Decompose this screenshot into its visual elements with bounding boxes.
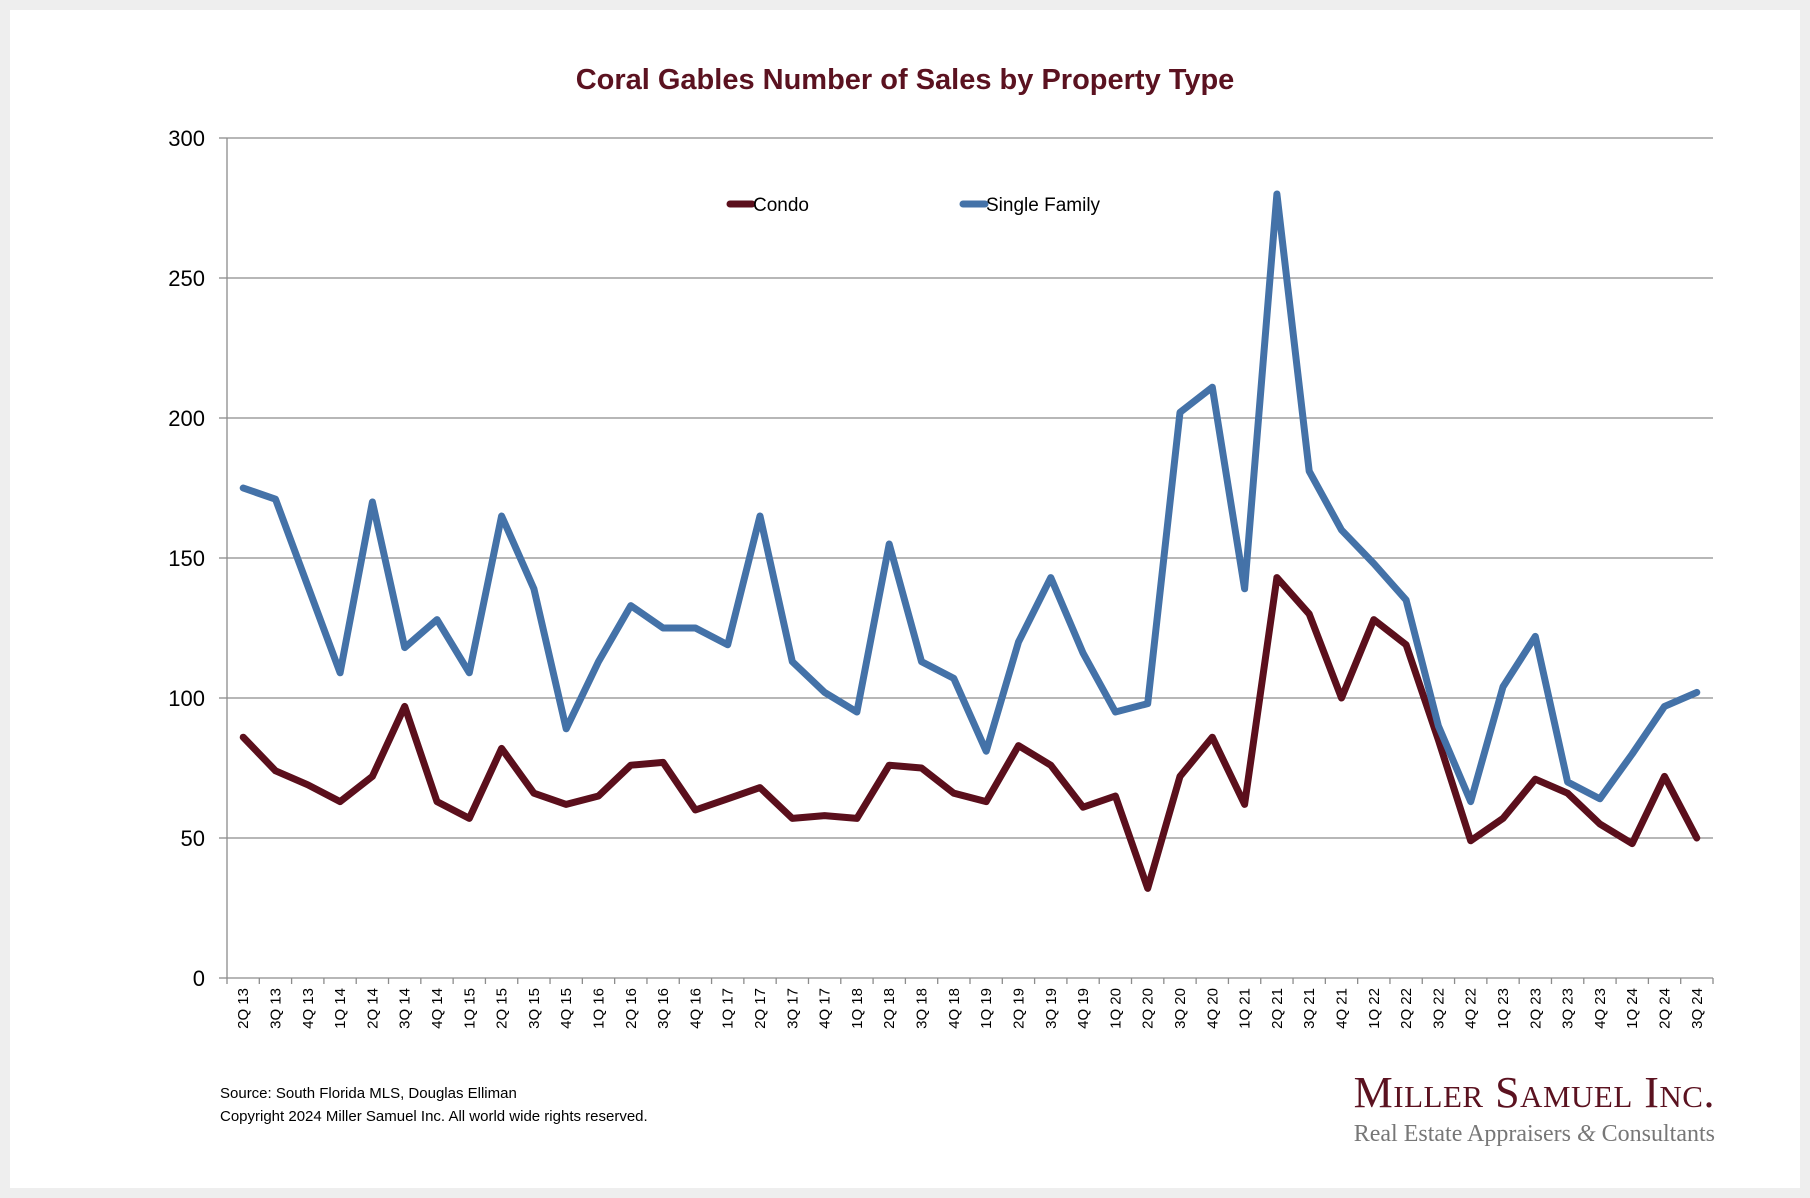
x-tick-label: 2Q 18 [881,988,898,1029]
legend: Condo Single Family [726,195,1101,216]
x-axis: 2Q 13 3Q 13 4Q 13 1Q 14 2Q 14 3Q 14 4Q 14 1Q 15… [226,138,1714,1029]
y-axis-ticks: 0 50 100 150 200 250 300 [168,126,227,991]
series-line-single-family [239,190,1701,806]
series-lines [239,190,1701,892]
x-tick-label: 1Q 21 [1237,988,1254,1029]
x-tick-label: 4Q 16 [687,988,704,1029]
x-tick-label: 2Q 16 [623,988,640,1029]
legend-label: Single Family [986,195,1101,216]
x-tick-label: 3Q 19 [1043,988,1060,1029]
logo-tagline: Real Estate Appraisers & Consultants [1354,1118,1715,1150]
x-tick-label: 1Q 14 [332,988,349,1029]
x-tick-label: 3Q 17 [784,988,801,1029]
x-tick-label: 2Q 24 [1657,988,1674,1029]
x-tick-label: 4Q 13 [300,988,317,1029]
x-tick-label: 2Q 17 [752,988,769,1029]
x-tick-label: 1Q 16 [591,988,608,1029]
tagline-part1: Real Estate Appraisers [1353,1121,1577,1147]
x-tick-label: 4Q 21 [1334,988,1351,1029]
x-tick-label: 2Q 15 [494,988,511,1029]
tagline-part2: Consultants [1595,1121,1715,1147]
x-tick-label: 1Q 15 [461,988,478,1029]
footer-note: Source: South Florida MLS, Douglas Ellim… [220,1082,648,1128]
x-tick-label: 2Q 20 [1140,988,1157,1029]
y-tick-label: 200 [168,406,205,431]
x-tick-label: 2Q 19 [1010,988,1027,1029]
x-tick-label: 3Q 23 [1560,988,1577,1029]
logo-name: Miller Samuel Inc. [1353,1068,1715,1117]
x-tick-label: 3Q 20 [1172,988,1189,1029]
x-tick-label: 4Q 23 [1592,988,1609,1029]
x-tick-label: 3Q 22 [1430,988,1447,1029]
x-tick-label: 2Q 22 [1398,988,1415,1029]
x-tick-label: 2Q 23 [1527,988,1544,1029]
y-tick-label: 300 [168,126,205,151]
x-tick-label: 4Q 20 [1204,988,1221,1029]
x-tick-label: 1Q 22 [1366,988,1383,1029]
x-tick-label: 4Q 19 [1075,988,1092,1029]
x-tick-label: 1Q 23 [1495,988,1512,1029]
x-tick-label: 4Q 18 [946,988,963,1029]
x-tick-label: 2Q 14 [364,988,381,1029]
company-logo: Miller Samuel Inc. Real Estate Appraiser… [1354,1068,1715,1150]
x-tick-label: 3Q 18 [914,988,931,1029]
legend-label: Condo [753,195,809,216]
y-tick-label: 0 [193,966,205,991]
x-tick-label: 4Q 14 [429,988,446,1029]
y-tick-label: 150 [168,546,205,571]
source-text: Source: South Florida MLS, Douglas Ellim… [220,1085,517,1102]
x-tick-label: 3Q 24 [1689,988,1706,1029]
gridlines [227,137,1713,839]
x-tick-label: 1Q 19 [978,988,995,1029]
x-tick-label: 3Q 14 [397,988,414,1029]
x-tick-label: 3Q 21 [1301,988,1318,1029]
x-tick-label: 1Q 18 [849,988,866,1029]
x-tick-label: 1Q 24 [1624,988,1641,1029]
x-tick-label: 3Q 13 [267,988,284,1029]
tagline-ampersand: & [1576,1121,1596,1147]
y-tick-label: 100 [168,686,205,711]
x-tick-label: 3Q 16 [655,988,672,1029]
chart-title: Coral Gables Number of Sales by Property… [575,64,1235,96]
series-line-condo [239,574,1701,892]
y-tick-label: 50 [181,826,205,851]
x-tick-label: 4Q 22 [1463,988,1480,1029]
x-tick-label: 3Q 15 [526,988,543,1029]
x-tick-label: 2Q 13 [235,988,252,1029]
copyright-text: Copyright 2024 Miller Samuel Inc. All wo… [220,1108,648,1125]
x-tick-label: 4Q 17 [817,988,834,1029]
x-tick-label: 1Q 20 [1107,988,1124,1029]
x-tick-label: 4Q 15 [558,988,575,1029]
x-tick-label: 1Q 17 [720,988,737,1029]
x-tick-label: 2Q 21 [1269,988,1286,1029]
y-tick-label: 250 [168,266,205,291]
